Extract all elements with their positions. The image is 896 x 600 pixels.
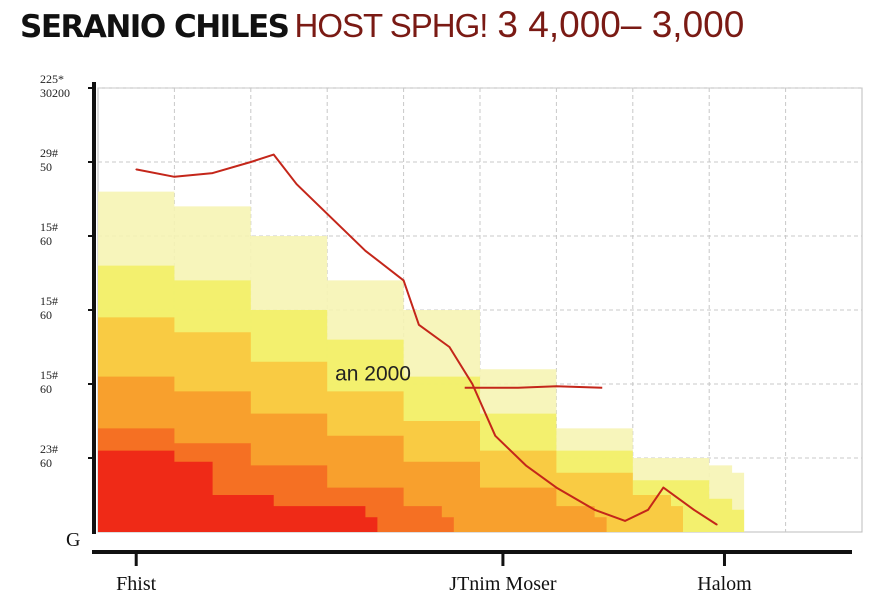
chart-title-part2: HOST SPHG! <box>294 7 488 44</box>
trend-line-branch <box>464 385 603 389</box>
trend-line-point <box>471 383 474 385</box>
annotations: an 2000 <box>335 362 411 385</box>
annotation-label: an 2000 <box>335 362 411 385</box>
trend-line-point <box>295 183 298 185</box>
trend-line-point <box>593 509 596 511</box>
trend-line <box>135 153 718 526</box>
y-tick-label-top: 15# <box>40 294 58 308</box>
chart-title-part1: SERANIO CHILES <box>20 9 290 45</box>
y-origin-label: G <box>66 529 80 551</box>
chart-title-part3: 3 4,000– 3,000 <box>497 4 745 45</box>
y-tick-label-top: 15# <box>40 220 58 234</box>
trend-line-point <box>525 464 527 467</box>
area-series <box>98 191 745 532</box>
trend-line-point <box>716 523 718 526</box>
chart-title: SERANIO CHILES HOST SPHG! 3 4,000– 3,000 <box>20 4 744 48</box>
y-tick-label-bottom: 30200 <box>40 86 70 100</box>
trend-line-point <box>173 176 176 178</box>
trend-line-point <box>135 168 137 171</box>
y-tick-label-bottom: 60 <box>40 456 52 470</box>
trend-line-point <box>272 153 275 156</box>
y-tick-label-bottom: 60 <box>40 234 52 248</box>
y-tick-label-top: 225* <box>40 72 64 86</box>
trend-line-point <box>326 213 329 215</box>
y-tick-label-bottom: 60 <box>40 382 52 396</box>
x-axis-categories: Fhist JTnim Moser Halom <box>116 550 752 595</box>
y-tick-label-top: 29# <box>40 146 58 160</box>
trend-line-point <box>494 435 497 437</box>
trend-line-point <box>250 161 252 163</box>
trend-line-point <box>418 324 420 326</box>
y-tick-label-top: 15# <box>40 368 58 382</box>
trend-line-point <box>211 172 214 174</box>
y-tick-label-bottom: 50 <box>40 160 52 174</box>
trend-line-point <box>448 346 451 348</box>
y-tick-label-top: 23# <box>40 442 58 456</box>
trend-line-point <box>647 509 649 511</box>
x-category-label: Halom <box>697 573 752 595</box>
trend-line-point <box>693 509 695 511</box>
trend-line-point <box>555 486 558 489</box>
trend-line-point <box>364 250 367 252</box>
x-category-label: Fhist <box>116 573 156 595</box>
area-series-red <box>98 450 378 532</box>
y-tick-label-bottom: 60 <box>40 308 52 322</box>
trend-line-point <box>402 279 405 282</box>
x-category-label: JTnim Moser <box>449 573 557 595</box>
trend-line-point <box>662 486 665 489</box>
trend-line-point <box>624 520 626 522</box>
